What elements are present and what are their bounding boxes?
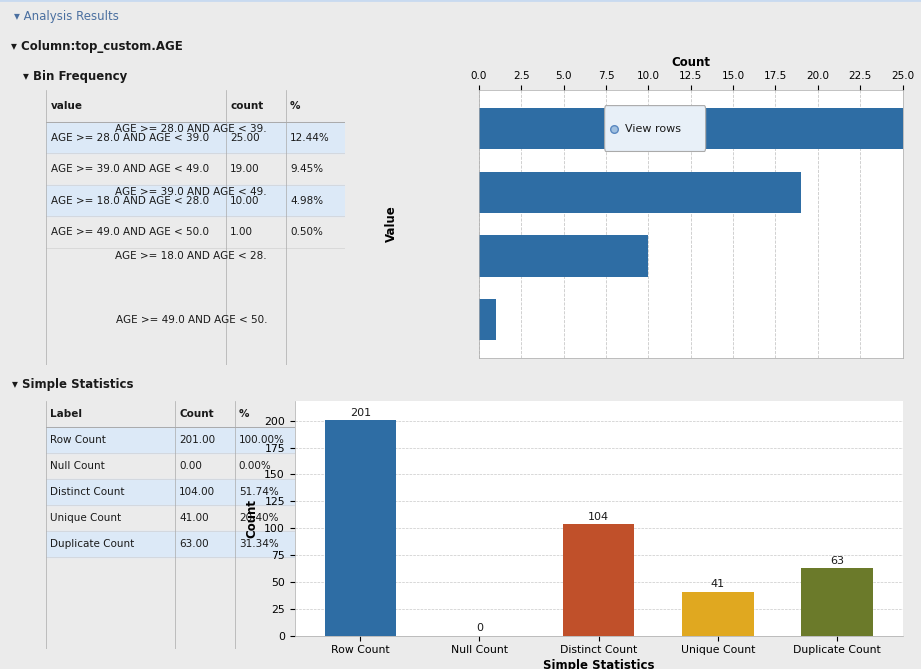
Text: %: %: [239, 409, 250, 419]
Text: value: value: [51, 101, 83, 111]
Bar: [563, 524, 635, 636]
Bar: [479, 299, 495, 341]
Text: AGE >= 49.0 AND AGE < 50.0: AGE >= 49.0 AND AGE < 50.0: [51, 227, 208, 237]
Bar: [682, 591, 753, 636]
Text: 201: 201: [350, 407, 371, 417]
Bar: [46, 122, 345, 153]
Text: 63.00: 63.00: [179, 539, 209, 549]
Text: ▾ Analysis Results: ▾ Analysis Results: [14, 10, 119, 23]
Text: Null Count: Null Count: [50, 462, 104, 472]
Text: 1.00: 1.00: [230, 227, 253, 237]
Text: 20.40%: 20.40%: [239, 513, 278, 523]
Bar: [801, 568, 873, 636]
Y-axis label: Count: Count: [246, 499, 259, 538]
X-axis label: Count: Count: [671, 56, 710, 70]
Bar: [479, 108, 903, 149]
Text: AGE >= 39.0 AND AGE < 49.0: AGE >= 39.0 AND AGE < 49.0: [51, 164, 209, 174]
Text: AGE >= 49.0 AND AGE < 50.: AGE >= 49.0 AND AGE < 50.: [116, 314, 267, 324]
Text: 100.00%: 100.00%: [239, 436, 285, 446]
Text: AGE >= 39.0 AND AGE < 49.: AGE >= 39.0 AND AGE < 49.: [115, 187, 267, 197]
Text: 31.34%: 31.34%: [239, 539, 278, 549]
Bar: [324, 419, 396, 636]
Text: ▾ Bin Frequency: ▾ Bin Frequency: [23, 70, 127, 84]
Text: 4.98%: 4.98%: [290, 196, 323, 205]
Text: 19.00: 19.00: [230, 164, 260, 174]
Text: 9.45%: 9.45%: [290, 164, 323, 174]
FancyBboxPatch shape: [605, 106, 705, 151]
Text: Distinct Count: Distinct Count: [50, 488, 124, 497]
Text: View rows: View rows: [624, 124, 681, 134]
Text: 41: 41: [711, 579, 725, 589]
Text: 0: 0: [476, 624, 483, 634]
Text: AGE >= 18.0 AND AGE < 28.: AGE >= 18.0 AND AGE < 28.: [115, 251, 267, 261]
Text: 0.50%: 0.50%: [290, 227, 323, 237]
Bar: [479, 235, 648, 277]
Text: Count: Count: [179, 409, 214, 419]
Text: Duplicate Count: Duplicate Count: [50, 539, 134, 549]
Bar: [46, 480, 295, 505]
Bar: [46, 185, 345, 217]
Text: AGE >= 28.0 AND AGE < 39.0: AGE >= 28.0 AND AGE < 39.0: [51, 132, 209, 142]
Text: 51.74%: 51.74%: [239, 488, 278, 497]
Text: Label: Label: [50, 409, 82, 419]
Text: Unique Count: Unique Count: [50, 513, 121, 523]
Text: 0.00%: 0.00%: [239, 462, 272, 472]
Text: 0.00: 0.00: [179, 462, 202, 472]
Bar: [46, 531, 295, 557]
Text: %: %: [290, 101, 300, 111]
X-axis label: Simple Statistics: Simple Statistics: [542, 660, 655, 669]
Text: 63: 63: [830, 556, 844, 566]
Text: 104.00: 104.00: [179, 488, 216, 497]
Text: 10.00: 10.00: [230, 196, 260, 205]
Bar: [46, 427, 295, 454]
Text: Row Count: Row Count: [50, 436, 106, 446]
Text: 104: 104: [589, 512, 609, 522]
Text: 41.00: 41.00: [179, 513, 209, 523]
Text: ▾ Simple Statistics: ▾ Simple Statistics: [12, 378, 134, 391]
Text: AGE >= 28.0 AND AGE < 39.: AGE >= 28.0 AND AGE < 39.: [115, 124, 267, 134]
Text: 25.00: 25.00: [230, 132, 260, 142]
Text: AGE >= 18.0 AND AGE < 28.0: AGE >= 18.0 AND AGE < 28.0: [51, 196, 209, 205]
Text: count: count: [230, 101, 263, 111]
Y-axis label: Value: Value: [385, 206, 398, 242]
Text: 12.44%: 12.44%: [290, 132, 330, 142]
Text: ▾ Column:top_custom.AGE: ▾ Column:top_custom.AGE: [11, 40, 183, 54]
Text: 201.00: 201.00: [179, 436, 216, 446]
Bar: [479, 171, 801, 213]
